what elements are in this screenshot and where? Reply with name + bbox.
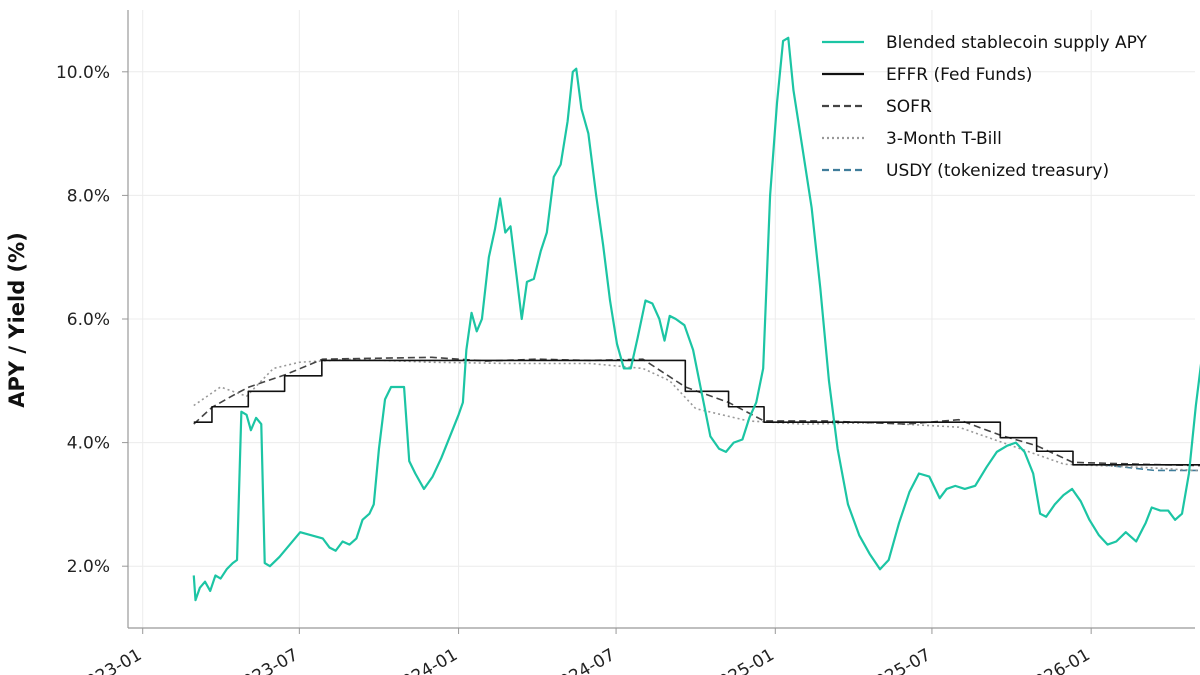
axes: 2.0% 4.0% 6.0% 8.0% 10.0% 2023-01 2023-07 2024-… bbox=[56, 10, 1195, 675]
series-line-usdy-tokenized-treasury bbox=[1103, 464, 1200, 472]
y-tick-label: 4.0% bbox=[67, 434, 110, 454]
x-tick-label: 2023-07 bbox=[230, 645, 302, 675]
legend-label: 3-Month T-Bill bbox=[886, 129, 1002, 149]
legend-label: SOFR bbox=[886, 97, 932, 117]
legend-label: EFFR (Fed Funds) bbox=[886, 65, 1032, 85]
legend-label: USDY (tokenized treasury) bbox=[886, 161, 1109, 181]
x-tick-label: 2025-07 bbox=[863, 645, 935, 675]
x-tick-label: 2026-01 bbox=[1022, 645, 1094, 675]
series-line-blended-stablecoin-supply-apy bbox=[192, 36, 1200, 602]
grid bbox=[128, 10, 1195, 628]
series-line-effr-fed-funds bbox=[193, 359, 1200, 466]
y-axis-title: APY / Yield (%) bbox=[5, 232, 29, 408]
legend: Blended stablecoin supply APY EFFR (Fed F… bbox=[822, 33, 1148, 181]
series-layer bbox=[192, 36, 1200, 602]
y-tick-label: 6.0% bbox=[67, 310, 110, 330]
x-tick-label: 2024-07 bbox=[547, 645, 619, 675]
legend-label: Blended stablecoin supply APY bbox=[886, 33, 1148, 53]
y-tick-label: 2.0% bbox=[67, 557, 110, 577]
x-tick-label: 2025-01 bbox=[706, 645, 778, 675]
x-tick-label: 2024-01 bbox=[390, 645, 462, 675]
y-tick-label: 8.0% bbox=[67, 186, 110, 206]
y-tick-label: 10.0% bbox=[56, 63, 110, 83]
x-tick-label: 2023-01 bbox=[74, 645, 146, 675]
series-line-3-month-t-bill bbox=[193, 358, 1200, 472]
